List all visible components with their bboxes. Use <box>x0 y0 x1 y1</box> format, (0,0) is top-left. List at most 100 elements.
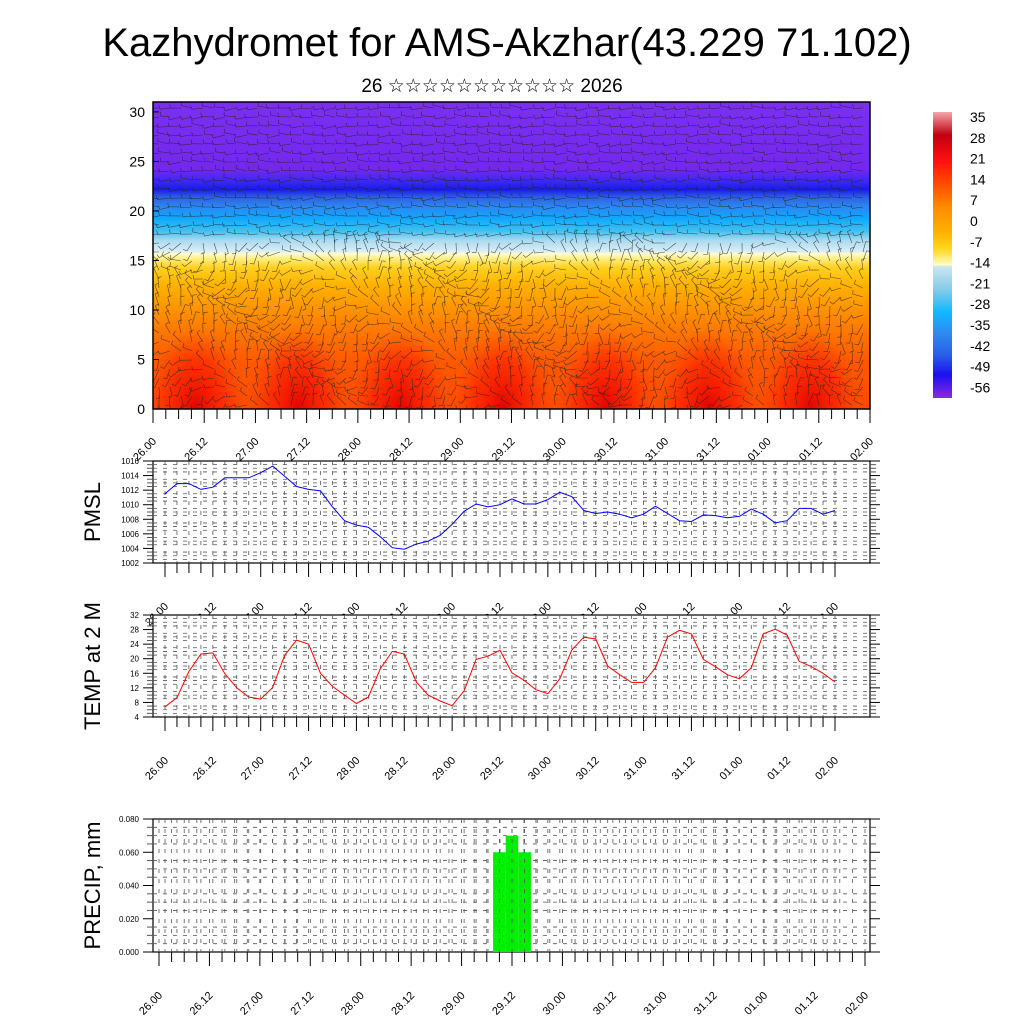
x-tick-label: 27.12 <box>288 990 316 1018</box>
colorbar-label: 0 <box>970 213 978 229</box>
x-tick-label: 28.12 <box>389 990 417 1018</box>
y-tick-label: 32 <box>130 611 139 620</box>
x-tick-label: 01.00 <box>746 436 774 464</box>
colorbar-label: -7 <box>970 234 983 250</box>
x-tick-label: 27.12 <box>287 755 315 783</box>
colorbar-label: -35 <box>970 317 990 333</box>
y-tick-label: 10 <box>129 302 145 318</box>
y-tick-label: 28 <box>130 626 139 635</box>
chart-title: Kazhydromet for AMS-Akzhar(43.229 71.102… <box>102 21 911 65</box>
x-tick-label: 26.00 <box>143 755 171 783</box>
x-tick-label: 30.00 <box>526 755 554 783</box>
x-tick-label: 01.12 <box>765 755 793 783</box>
colorbar-label: -28 <box>970 296 990 312</box>
y-tick-label: 1014 <box>121 472 139 481</box>
x-tick-label: 28.00 <box>335 755 363 783</box>
x-tick-label: 26.00 <box>137 990 165 1018</box>
x-tick-label: 28.12 <box>387 436 415 464</box>
temp-panel: 4 8 12 16 20 24 28 32 TEMP at 2 M 26.00 26.12 27.00… <box>80 602 880 783</box>
y-tick-label: 1004 <box>121 544 139 553</box>
y-tick-label: 1008 <box>121 515 139 524</box>
x-tick-label: 29.00 <box>440 990 468 1018</box>
x-tick-label: 29.12 <box>478 755 506 783</box>
y-tick-label: 0.040 <box>119 882 140 891</box>
x-tick-label: 29.12 <box>490 990 518 1018</box>
y-tick-label: 1002 <box>121 559 139 568</box>
x-tick-label: 29.00 <box>438 436 466 464</box>
colorbar-label: -14 <box>970 255 990 271</box>
x-tick-label: 31.00 <box>622 755 650 783</box>
colorbar-label: -49 <box>970 359 990 375</box>
x-tick-label: 30.12 <box>574 755 602 783</box>
x-tick-label: 30.12 <box>591 990 619 1018</box>
colorbar-label: -56 <box>970 379 990 395</box>
x-tick-label: 01.00 <box>717 755 745 783</box>
y-tick-label: 1010 <box>121 501 139 510</box>
y-tick-label: 1012 <box>121 486 139 495</box>
x-tick-label: 31.12 <box>692 990 720 1018</box>
y-tick-label: 0 <box>137 401 145 417</box>
x-tick-label: 02.00 <box>848 436 876 464</box>
x-tick-label: 28.00 <box>336 436 364 464</box>
colorbar-ramp <box>933 112 952 398</box>
y-tick-label: 1016 <box>121 457 139 466</box>
pmsl-panel: 10021004100610081010101210141016PMSL26.0… <box>80 457 880 629</box>
x-tick-label: 30.00 <box>541 990 569 1018</box>
y-tick-label: 5 <box>137 351 145 367</box>
x-tick-label: 29.12 <box>490 436 518 464</box>
y-tick-label: 24 <box>130 640 139 649</box>
x-tick-label: 31.00 <box>643 436 671 464</box>
x-tick-label: 27.00 <box>239 755 267 783</box>
x-tick-label: 01.12 <box>797 436 825 464</box>
colorbar-label: -42 <box>970 338 990 354</box>
y-axis-title: TEMP at 2 M <box>80 602 105 730</box>
plot-area <box>145 101 870 489</box>
x-tick-label: 02.00 <box>843 990 871 1018</box>
precip-bar <box>506 836 519 952</box>
y-tick-label: 0.000 <box>119 948 140 957</box>
colorbar-label: 21 <box>970 151 986 167</box>
x-tick-label: 31.00 <box>641 990 669 1018</box>
x-tick-label: 27.00 <box>234 436 262 464</box>
x-tick-label: 30.00 <box>541 436 569 464</box>
y-tick-label: 4 <box>135 713 140 722</box>
x-tick-label: 30.12 <box>592 436 620 464</box>
y-tick-label: 12 <box>130 684 139 693</box>
x-tick-label: 31.12 <box>670 755 698 783</box>
y-tick-label: 1006 <box>121 530 139 539</box>
y-tick-label: 20 <box>130 655 139 664</box>
colorbar-label: 35 <box>970 109 986 125</box>
y-tick-label: 0.080 <box>119 815 140 824</box>
x-tick-label: 01.12 <box>793 990 821 1018</box>
y-tick-label: 8 <box>135 698 140 707</box>
y-axis-title: PRECIP, mm <box>80 822 105 950</box>
x-tick-label: 26.12 <box>182 436 210 464</box>
y-tick-label: 25 <box>129 153 145 169</box>
x-tick-label: 28.12 <box>382 755 410 783</box>
x-tick-label: 31.12 <box>695 436 723 464</box>
y-tick-label: 20 <box>129 203 145 219</box>
x-tick-label: 01.00 <box>742 990 770 1018</box>
x-tick-label: 28.00 <box>339 990 367 1018</box>
y-tick-label: 30 <box>129 104 145 120</box>
colorbar-label: 14 <box>970 171 986 187</box>
x-tick-label: 27.12 <box>285 436 313 464</box>
x-tick-label: 29.00 <box>430 755 458 783</box>
colorbar-label: 28 <box>970 130 986 146</box>
y-tick-label: 15 <box>129 252 145 268</box>
x-tick-label: 27.00 <box>238 990 266 1018</box>
y-tick-label: 0.020 <box>119 915 140 924</box>
chart-subtitle: 26 ☆☆☆☆☆☆☆☆☆☆☆ 2026 <box>361 76 622 97</box>
y-tick-label: 16 <box>130 669 139 678</box>
x-tick-label: 02.00 <box>813 755 841 783</box>
colorbar-label: -21 <box>970 275 990 291</box>
colorbar: 35 28 21 14 7 0 -7 -14 -21 -28 -35 -42 -49 -56 <box>933 109 990 398</box>
x-tick-label: 26.12 <box>191 755 219 783</box>
y-axis-title: PMSL <box>80 482 105 542</box>
x-tick-label: 26.12 <box>188 990 216 1018</box>
y-tick-label: 0.060 <box>119 848 140 857</box>
precip-panel: 0.000 0.020 0.040 0.060 0.080 PRECIP, mm 26.00… <box>80 815 880 1018</box>
colorbar-label: 7 <box>970 192 978 208</box>
